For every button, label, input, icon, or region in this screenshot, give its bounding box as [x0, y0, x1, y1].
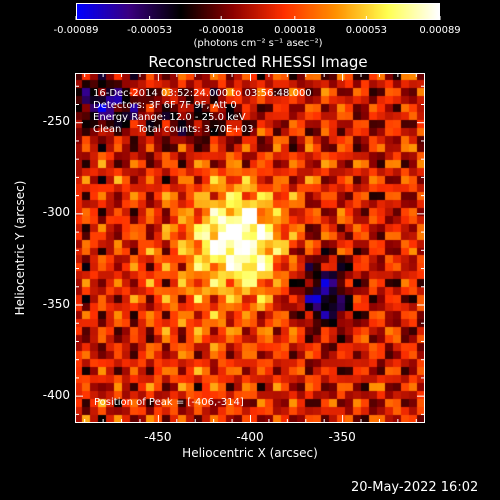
y-tick-label: -350: [42, 296, 70, 311]
y-tick-label: -250: [42, 114, 70, 129]
annotation-peak: Position of Peak = [-406,-314]: [94, 397, 244, 408]
colorbar-tick-label: 0.00018: [274, 25, 316, 36]
heatmap-image: [75, 73, 425, 423]
y-axis-label: Heliocentric Y (arcsec): [13, 180, 27, 316]
chart-title: Reconstructed RHESSI Image: [148, 53, 368, 71]
x-tick-label: -450: [144, 430, 172, 444]
x-tick-label: -400: [236, 430, 264, 444]
annotation-detectors: Detectors: 3F 6F 7F 9F, Att 0: [93, 100, 237, 111]
colorbar-tickmarks: [75, 16, 441, 20]
annotation-time: 16-Dec-2014 03:52:24.000 to 03:56:48.000: [93, 88, 312, 99]
x-axis-label: Heliocentric X (arcsec): [182, 446, 318, 460]
axis-tickmarks: [75, 73, 425, 423]
colorbar: [76, 3, 440, 20]
footer-date: 20-May-2022 16:02: [351, 480, 479, 495]
annotation-energy: Energy Range: 12.0 - 25.0 keV: [93, 112, 246, 123]
colorbar-tick-label: -0.00053: [127, 25, 173, 36]
colorbar-tick-label: -0.00018: [198, 25, 244, 36]
y-tick-label: -300: [42, 205, 70, 220]
x-tick-label: -350: [328, 430, 356, 444]
y-tick-label: -400: [42, 387, 70, 402]
annotation-clean: Clean Total counts: 3.70E+03: [93, 124, 254, 135]
colorbar-tick-label: 0.00053: [345, 25, 388, 36]
colorbar-tick-label: -0.00089: [53, 25, 99, 36]
colorbar-tick-label: 0.00089: [419, 25, 461, 36]
colorbar-unit: (photons cm⁻² s⁻¹ asec⁻²): [193, 38, 323, 49]
